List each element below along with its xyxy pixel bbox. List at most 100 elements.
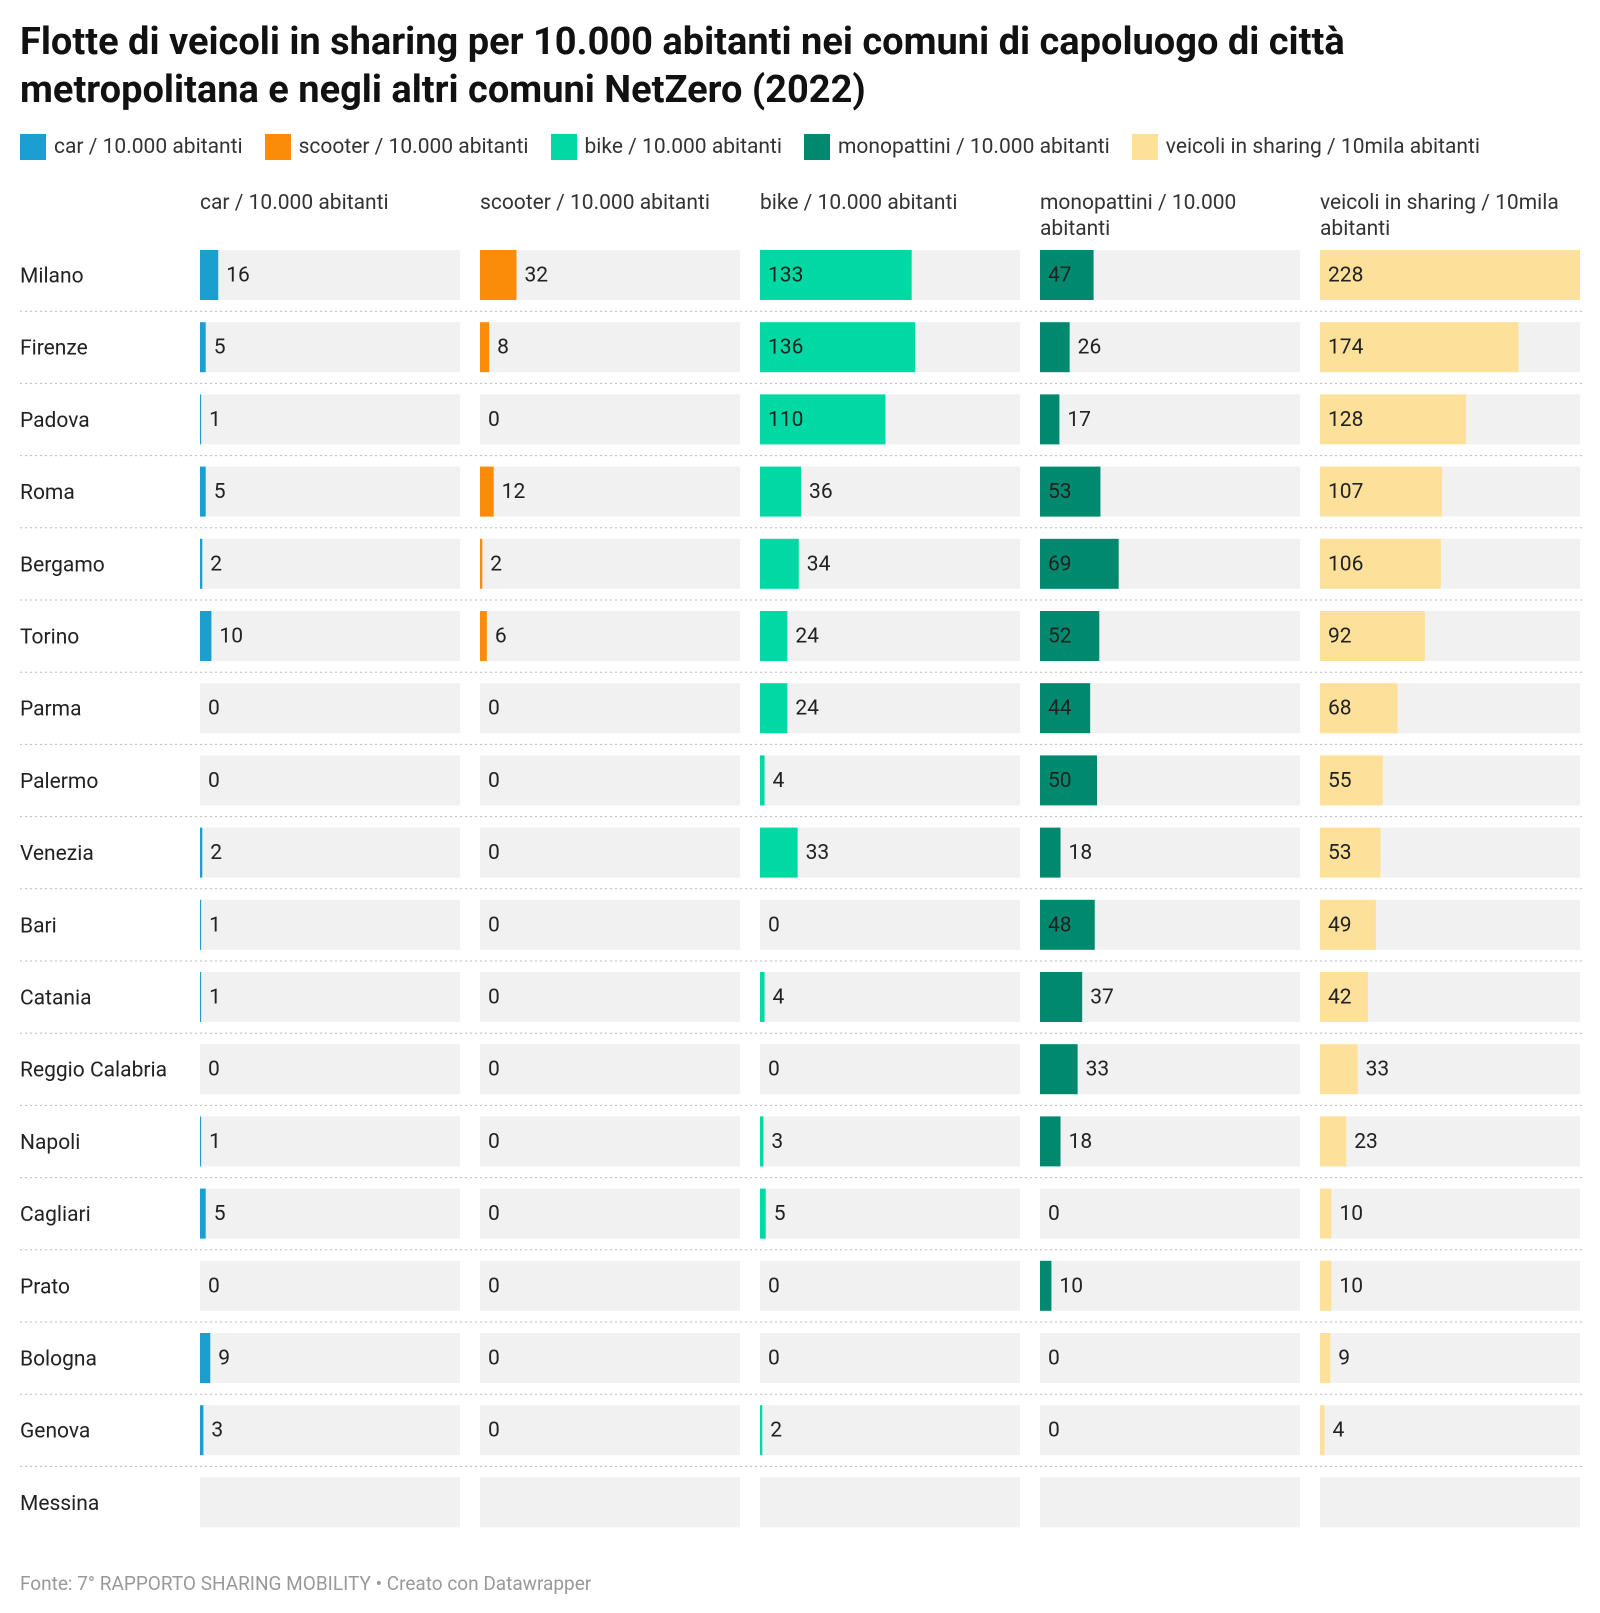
bar: [1320, 683, 1398, 734]
bar: [1040, 322, 1070, 373]
value-label: 24: [795, 625, 819, 649]
value-label: 0: [208, 1058, 220, 1082]
value-label: 6: [495, 625, 507, 649]
bar-background: [200, 538, 460, 589]
bar-background: [200, 1044, 460, 1095]
value-label: 5: [214, 336, 226, 360]
value-label: 174: [1328, 336, 1364, 360]
value-label: 34: [807, 552, 831, 576]
bar: [1040, 538, 1119, 589]
value-label: 12: [502, 480, 526, 504]
bar: [480, 322, 490, 373]
bar: [200, 466, 206, 517]
value-label: 0: [768, 913, 780, 937]
bar-background: [480, 322, 740, 373]
value-label: 8: [497, 336, 509, 360]
bar: [200, 1405, 204, 1456]
value-label: 0: [768, 1347, 780, 1371]
value-label: 10: [1339, 1274, 1363, 1298]
bar: [200, 322, 206, 373]
value-label: 50: [1048, 769, 1072, 793]
value-label: 92: [1328, 625, 1352, 649]
legend-swatch: [550, 134, 577, 160]
bar-background: [200, 394, 460, 445]
bar-background: [200, 1405, 460, 1456]
bar: [1320, 1116, 1347, 1167]
bar-background: [1320, 1260, 1580, 1311]
bar-background: [480, 466, 740, 517]
source: Fonte: 7° RAPPORTO SHARING MOBILITY • Cr…: [20, 1572, 592, 1595]
value-label: 2: [210, 841, 222, 865]
bar: [1320, 1188, 1332, 1239]
bar-background: [480, 1188, 740, 1239]
bar: [1320, 466, 1443, 517]
bar-background: [1040, 1188, 1300, 1239]
bar-background: [480, 538, 740, 589]
bar-background: [480, 755, 740, 806]
bar-background: [760, 1333, 1020, 1383]
bar-background: [760, 1405, 1020, 1456]
column-header: veicoli in sharing / 10mila abitanti: [1320, 191, 1559, 241]
bar: [760, 1405, 763, 1456]
bar: [1320, 1405, 1325, 1456]
row-label: Cagliari: [20, 1203, 91, 1227]
bar: [1040, 1260, 1052, 1311]
value-label: 3: [771, 1130, 783, 1154]
bar-background: [200, 1477, 460, 1528]
column-header: car / 10.000 abitanti: [200, 191, 389, 215]
bar: [760, 322, 916, 373]
bar-background: [1320, 1405, 1580, 1456]
bar: [1040, 611, 1100, 661]
row-label: Bergamo: [20, 553, 105, 577]
legend-item: scooter / 10.000 abitanti: [264, 134, 529, 160]
bar-background: [760, 1260, 1020, 1311]
bar-background: [200, 1260, 460, 1311]
column-header: scooter / 10.000 abitanti: [480, 191, 710, 215]
value-label: 133: [768, 264, 803, 288]
value-label: 17: [1067, 408, 1091, 432]
value-label: 0: [208, 769, 220, 793]
row-label: Genova: [20, 1420, 90, 1444]
value-label: 53: [1048, 480, 1072, 504]
value-label: 23: [1354, 1130, 1378, 1154]
row-label: Palermo: [20, 770, 98, 794]
bar: [1040, 683, 1091, 734]
value-label: 0: [488, 1202, 500, 1226]
legend-item: veicoli in sharing / 10mila abitanti: [1131, 134, 1480, 160]
value-label: 9: [218, 1347, 230, 1371]
bar: [760, 755, 765, 806]
bar: [760, 972, 765, 1022]
bar: [1040, 899, 1095, 950]
legend-swatch: [1131, 134, 1158, 160]
row-label: Prato: [20, 1275, 70, 1299]
bar-background: [1040, 1044, 1300, 1095]
bar-background: [200, 899, 460, 950]
value-label: 1: [209, 408, 221, 432]
bar-background: [200, 611, 460, 661]
bar: [1040, 394, 1060, 445]
bar: [1040, 827, 1061, 878]
bar: [760, 683, 788, 734]
bar-background: [760, 611, 1020, 661]
legend-label: scooter / 10.000 abitanti: [298, 135, 529, 159]
legend: car / 10.000 abitanti scooter / 10.000 ab…: [20, 134, 1480, 160]
bar-background: [480, 1116, 740, 1167]
value-label: 136: [768, 336, 803, 360]
bar: [200, 1116, 202, 1167]
bar-background: [480, 1405, 740, 1456]
value-label: 1: [209, 913, 221, 937]
bar-background: [760, 683, 1020, 734]
bar: [200, 250, 219, 300]
bar: [760, 1116, 764, 1167]
value-label: 110: [768, 408, 803, 432]
row-label: Torino: [20, 626, 79, 650]
bar-background: [200, 972, 460, 1022]
bar: [1320, 250, 1580, 300]
bar: [1320, 611, 1425, 661]
value-label: 32: [524, 264, 548, 288]
bar-background: [200, 1188, 460, 1239]
value-label: 5: [214, 480, 226, 504]
bar-background: [760, 1116, 1020, 1167]
bar: [200, 1188, 206, 1239]
